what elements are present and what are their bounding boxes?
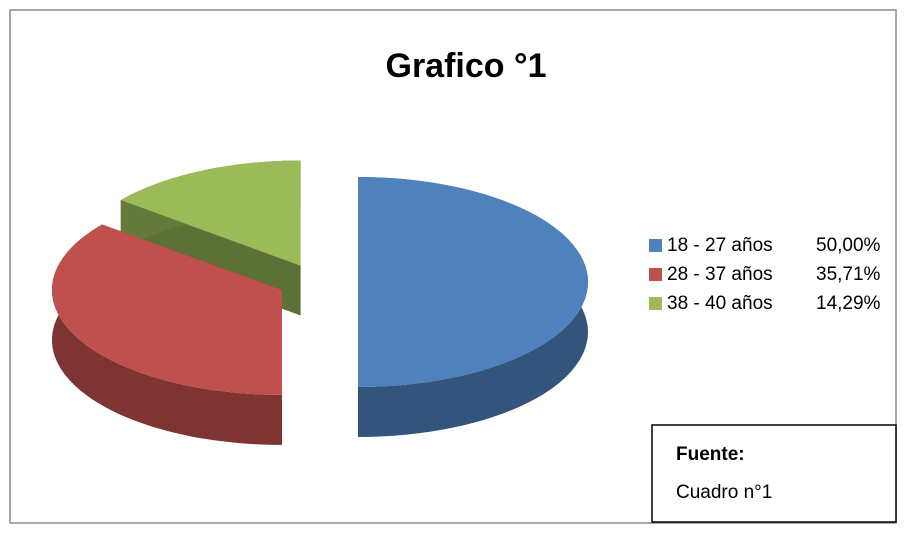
legend-label: 38 - 40 años [667,293,773,314]
legend-swatch [649,268,662,281]
source-label: Fuente: [676,444,745,465]
legend-label: 28 - 37 años [667,264,773,285]
slice [52,224,282,395]
chart-title: Grafico °1 [386,47,547,85]
source-text: Cuadro n°1 [676,482,772,503]
source-box [651,424,897,523]
legend-swatch [649,239,662,252]
slice-side [52,224,282,445]
legend-swatch [649,297,662,310]
legend-label: 18 - 27 años [667,235,773,256]
legend-value: 35,71% [816,264,881,285]
slice [358,177,588,387]
legend-value: 50,00% [816,235,881,256]
legend-value: 14,29% [816,293,881,314]
slice [120,160,301,266]
